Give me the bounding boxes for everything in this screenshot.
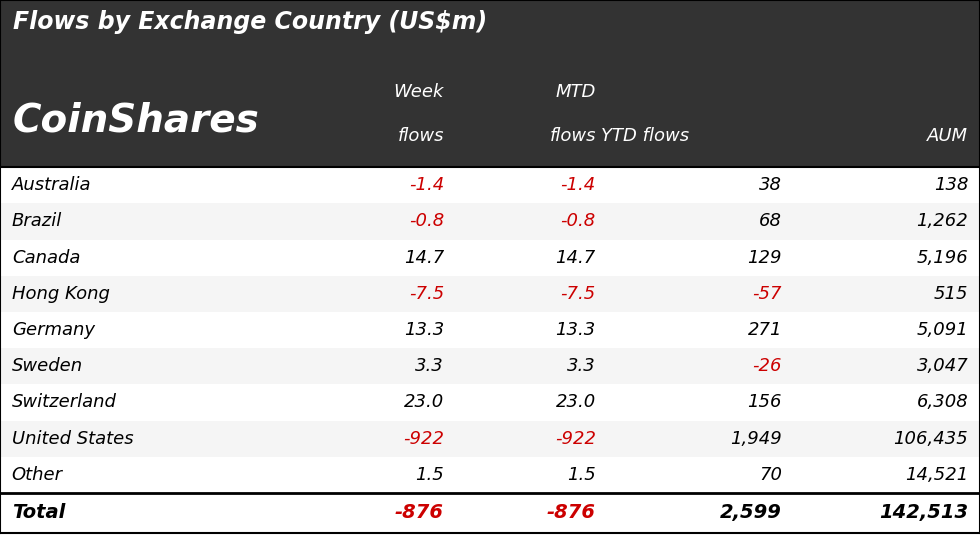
Text: 515: 515	[934, 285, 968, 303]
Text: United States: United States	[12, 429, 133, 448]
Text: 1.5: 1.5	[416, 466, 444, 484]
Text: 156: 156	[748, 393, 782, 412]
Text: 14,521: 14,521	[905, 466, 968, 484]
Text: -1.4: -1.4	[409, 176, 444, 194]
Text: 13.3: 13.3	[404, 321, 444, 339]
Text: Other: Other	[12, 466, 63, 484]
Text: 2,599: 2,599	[720, 504, 782, 522]
Text: MTD: MTD	[556, 83, 596, 101]
Text: 1,262: 1,262	[916, 212, 968, 231]
Text: -57: -57	[753, 285, 782, 303]
Text: flows: flows	[398, 128, 444, 145]
Text: 23.0: 23.0	[556, 393, 596, 412]
Text: 3.3: 3.3	[567, 357, 596, 375]
Text: flows: flows	[550, 128, 596, 145]
Text: 68: 68	[760, 212, 782, 231]
Text: -922: -922	[555, 429, 596, 448]
Text: -1.4: -1.4	[561, 176, 596, 194]
Text: 70: 70	[760, 466, 782, 484]
Text: 5,196: 5,196	[916, 248, 968, 267]
Text: Switzerland: Switzerland	[12, 393, 117, 412]
Text: -7.5: -7.5	[409, 285, 444, 303]
FancyBboxPatch shape	[0, 312, 980, 348]
Text: 5,091: 5,091	[916, 321, 968, 339]
Text: 1.5: 1.5	[567, 466, 596, 484]
Text: 14.7: 14.7	[404, 248, 444, 267]
Text: YTD flows: YTD flows	[601, 128, 689, 145]
Text: 271: 271	[748, 321, 782, 339]
Text: -922: -922	[403, 429, 444, 448]
Text: AUM: AUM	[927, 128, 968, 145]
Text: Sweden: Sweden	[12, 357, 83, 375]
Text: -876: -876	[547, 504, 596, 522]
Text: 14.7: 14.7	[556, 248, 596, 267]
Text: 106,435: 106,435	[894, 429, 968, 448]
Text: 38: 38	[760, 176, 782, 194]
Text: Flows by Exchange Country (US$m): Flows by Exchange Country (US$m)	[13, 10, 487, 34]
Text: Total: Total	[12, 504, 65, 522]
FancyBboxPatch shape	[0, 203, 980, 240]
Text: Hong Kong: Hong Kong	[12, 285, 110, 303]
Text: Brazil: Brazil	[12, 212, 62, 231]
FancyBboxPatch shape	[0, 493, 980, 533]
FancyBboxPatch shape	[0, 384, 980, 421]
Text: CoinShares: CoinShares	[13, 101, 260, 139]
FancyBboxPatch shape	[0, 0, 980, 167]
Text: Germany: Germany	[12, 321, 95, 339]
Text: 3.3: 3.3	[416, 357, 444, 375]
Text: -0.8: -0.8	[409, 212, 444, 231]
Text: Canada: Canada	[12, 248, 80, 267]
FancyBboxPatch shape	[0, 276, 980, 312]
Text: -7.5: -7.5	[561, 285, 596, 303]
Text: 3,047: 3,047	[916, 357, 968, 375]
FancyBboxPatch shape	[0, 167, 980, 203]
Text: 6,308: 6,308	[916, 393, 968, 412]
FancyBboxPatch shape	[0, 421, 980, 457]
Text: 13.3: 13.3	[556, 321, 596, 339]
Text: 142,513: 142,513	[879, 504, 968, 522]
Text: -26: -26	[753, 357, 782, 375]
FancyBboxPatch shape	[0, 240, 980, 276]
Text: -0.8: -0.8	[561, 212, 596, 231]
Text: 23.0: 23.0	[404, 393, 444, 412]
Text: 1,949: 1,949	[730, 429, 782, 448]
Text: 129: 129	[748, 248, 782, 267]
Text: Australia: Australia	[12, 176, 91, 194]
Text: Week: Week	[394, 83, 444, 101]
Text: -876: -876	[395, 504, 444, 522]
FancyBboxPatch shape	[0, 348, 980, 384]
Text: 138: 138	[934, 176, 968, 194]
FancyBboxPatch shape	[0, 457, 980, 493]
